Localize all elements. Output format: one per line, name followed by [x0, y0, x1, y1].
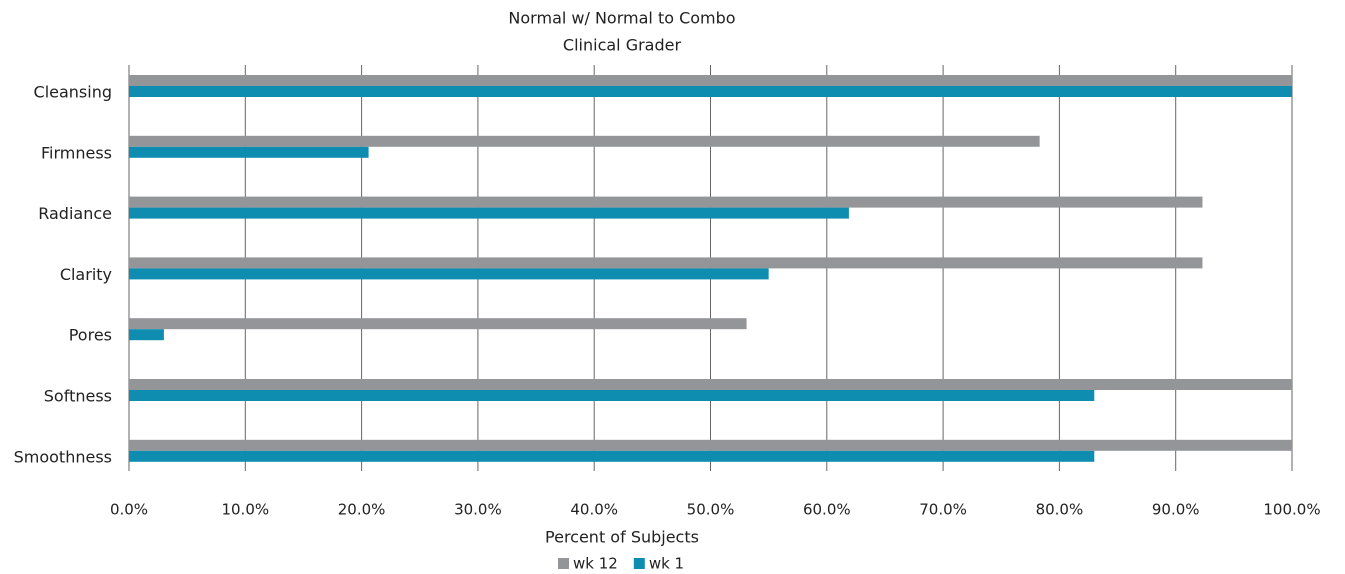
chart-subtitle: Clinical Grader — [563, 36, 682, 55]
bar — [129, 196, 1203, 208]
y-tick-label: Smoothness — [14, 447, 112, 466]
bar — [129, 257, 1203, 269]
x-tick-label: 90.0% — [1152, 501, 1200, 519]
x-tick-label: 30.0% — [454, 501, 502, 519]
bar — [129, 379, 1292, 390]
bar — [129, 135, 1040, 147]
x-tick-label: 20.0% — [338, 501, 386, 519]
x-tick-label: 80.0% — [1036, 501, 1084, 519]
x-tick-label: 100.0% — [1263, 501, 1320, 519]
x-axis-title: Percent of Subjects — [545, 528, 699, 547]
y-tick-label: Cleansing — [34, 83, 112, 102]
x-tick-label: 10.0% — [221, 501, 269, 519]
y-tick-label: Firmness — [41, 143, 112, 162]
bar — [129, 207, 849, 219]
bar — [129, 86, 1292, 97]
y-tick-label: Pores — [69, 326, 112, 345]
bar — [129, 390, 1095, 401]
x-tick-label: 0.0% — [110, 501, 148, 519]
bar — [129, 75, 1292, 86]
bar — [129, 268, 769, 280]
legend-label: wk 1 — [649, 555, 684, 573]
legend-label: wk 12 — [573, 555, 618, 573]
chart-title: Normal w/ Normal to Combo — [508, 9, 735, 28]
x-tick-label: 70.0% — [919, 501, 967, 519]
bar — [129, 318, 747, 330]
bar — [129, 329, 164, 341]
y-tick-label: Clarity — [60, 265, 112, 284]
x-tick-label: 40.0% — [570, 501, 618, 519]
y-tick-label: Softness — [44, 387, 112, 406]
x-tick-label: 50.0% — [687, 501, 735, 519]
bar — [129, 146, 369, 158]
legend-swatch — [558, 558, 569, 569]
bar — [129, 450, 1095, 462]
x-tick-label: 60.0% — [803, 501, 851, 519]
bar — [129, 439, 1292, 451]
y-tick-label: Radiance — [38, 204, 112, 223]
legend-swatch — [633, 558, 645, 569]
